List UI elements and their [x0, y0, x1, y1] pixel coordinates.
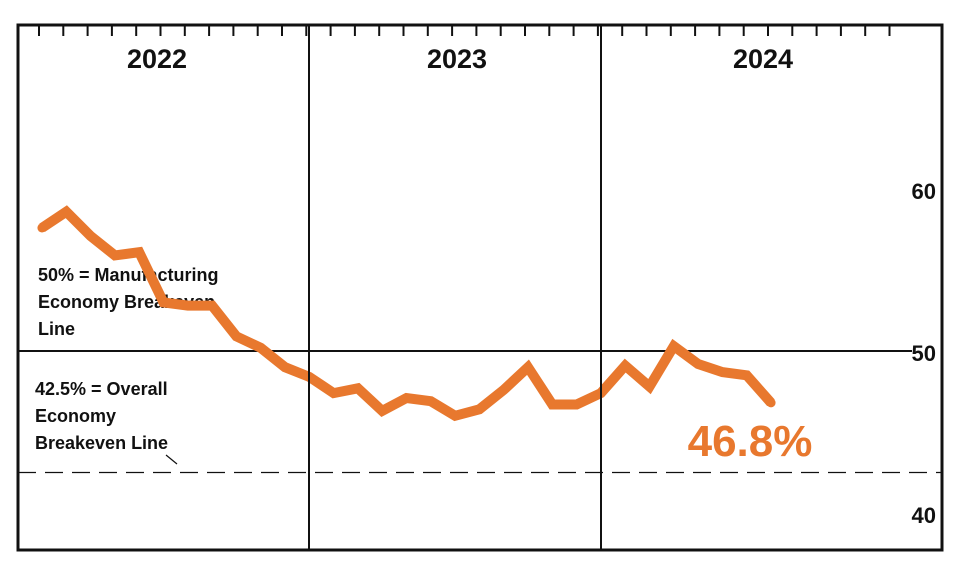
data-point — [547, 399, 557, 410]
overall-breakeven-label-line: Economy — [35, 406, 116, 426]
data-point — [766, 398, 776, 408]
data-point — [134, 247, 144, 257]
data-point — [742, 370, 752, 380]
data-point — [158, 297, 169, 307]
data-point — [474, 404, 484, 414]
data-point — [183, 301, 193, 311]
manufacturing-breakeven-label-line: Line — [38, 319, 75, 339]
data-point — [717, 367, 728, 377]
y-tick-label-60: 60 — [912, 179, 936, 204]
data-point — [620, 361, 630, 371]
data-point — [37, 223, 47, 233]
data-point — [329, 388, 339, 398]
data-point — [669, 341, 679, 351]
x-tick-label-2022: 2022 — [127, 44, 187, 74]
data-point — [523, 362, 533, 372]
data-point — [231, 331, 241, 341]
data-point — [499, 385, 509, 395]
data-point — [426, 396, 436, 406]
manufacturing-breakeven-label-line: 50% = Manufacturing — [38, 265, 219, 285]
overall-breakeven-label-line: Breakeven Line — [35, 433, 168, 453]
label-pointer — [165, 454, 178, 465]
data-point — [450, 411, 460, 421]
data-point — [401, 393, 412, 403]
y-tick-label-50: 50 — [912, 341, 936, 366]
x-tick-label-2023: 2023 — [427, 44, 487, 74]
plot-frame — [16, 23, 944, 552]
data-point — [207, 301, 217, 311]
y-tick-label-40: 40 — [912, 503, 936, 528]
overall-breakeven-label-line: 42.5% = Overall — [35, 379, 168, 399]
data-point — [110, 250, 120, 260]
data-point — [377, 406, 387, 416]
data-point — [693, 359, 703, 369]
data-point — [280, 362, 290, 372]
data-point — [61, 207, 71, 217]
data-point — [353, 383, 363, 393]
data-point — [572, 399, 582, 410]
data-point — [644, 382, 655, 392]
x-tick-label-2024: 2024 — [733, 44, 793, 74]
latest-value-callout: 46.8% — [688, 417, 813, 466]
data-point — [86, 231, 96, 241]
data-point — [256, 343, 266, 353]
month-tick-marks — [38, 25, 891, 36]
